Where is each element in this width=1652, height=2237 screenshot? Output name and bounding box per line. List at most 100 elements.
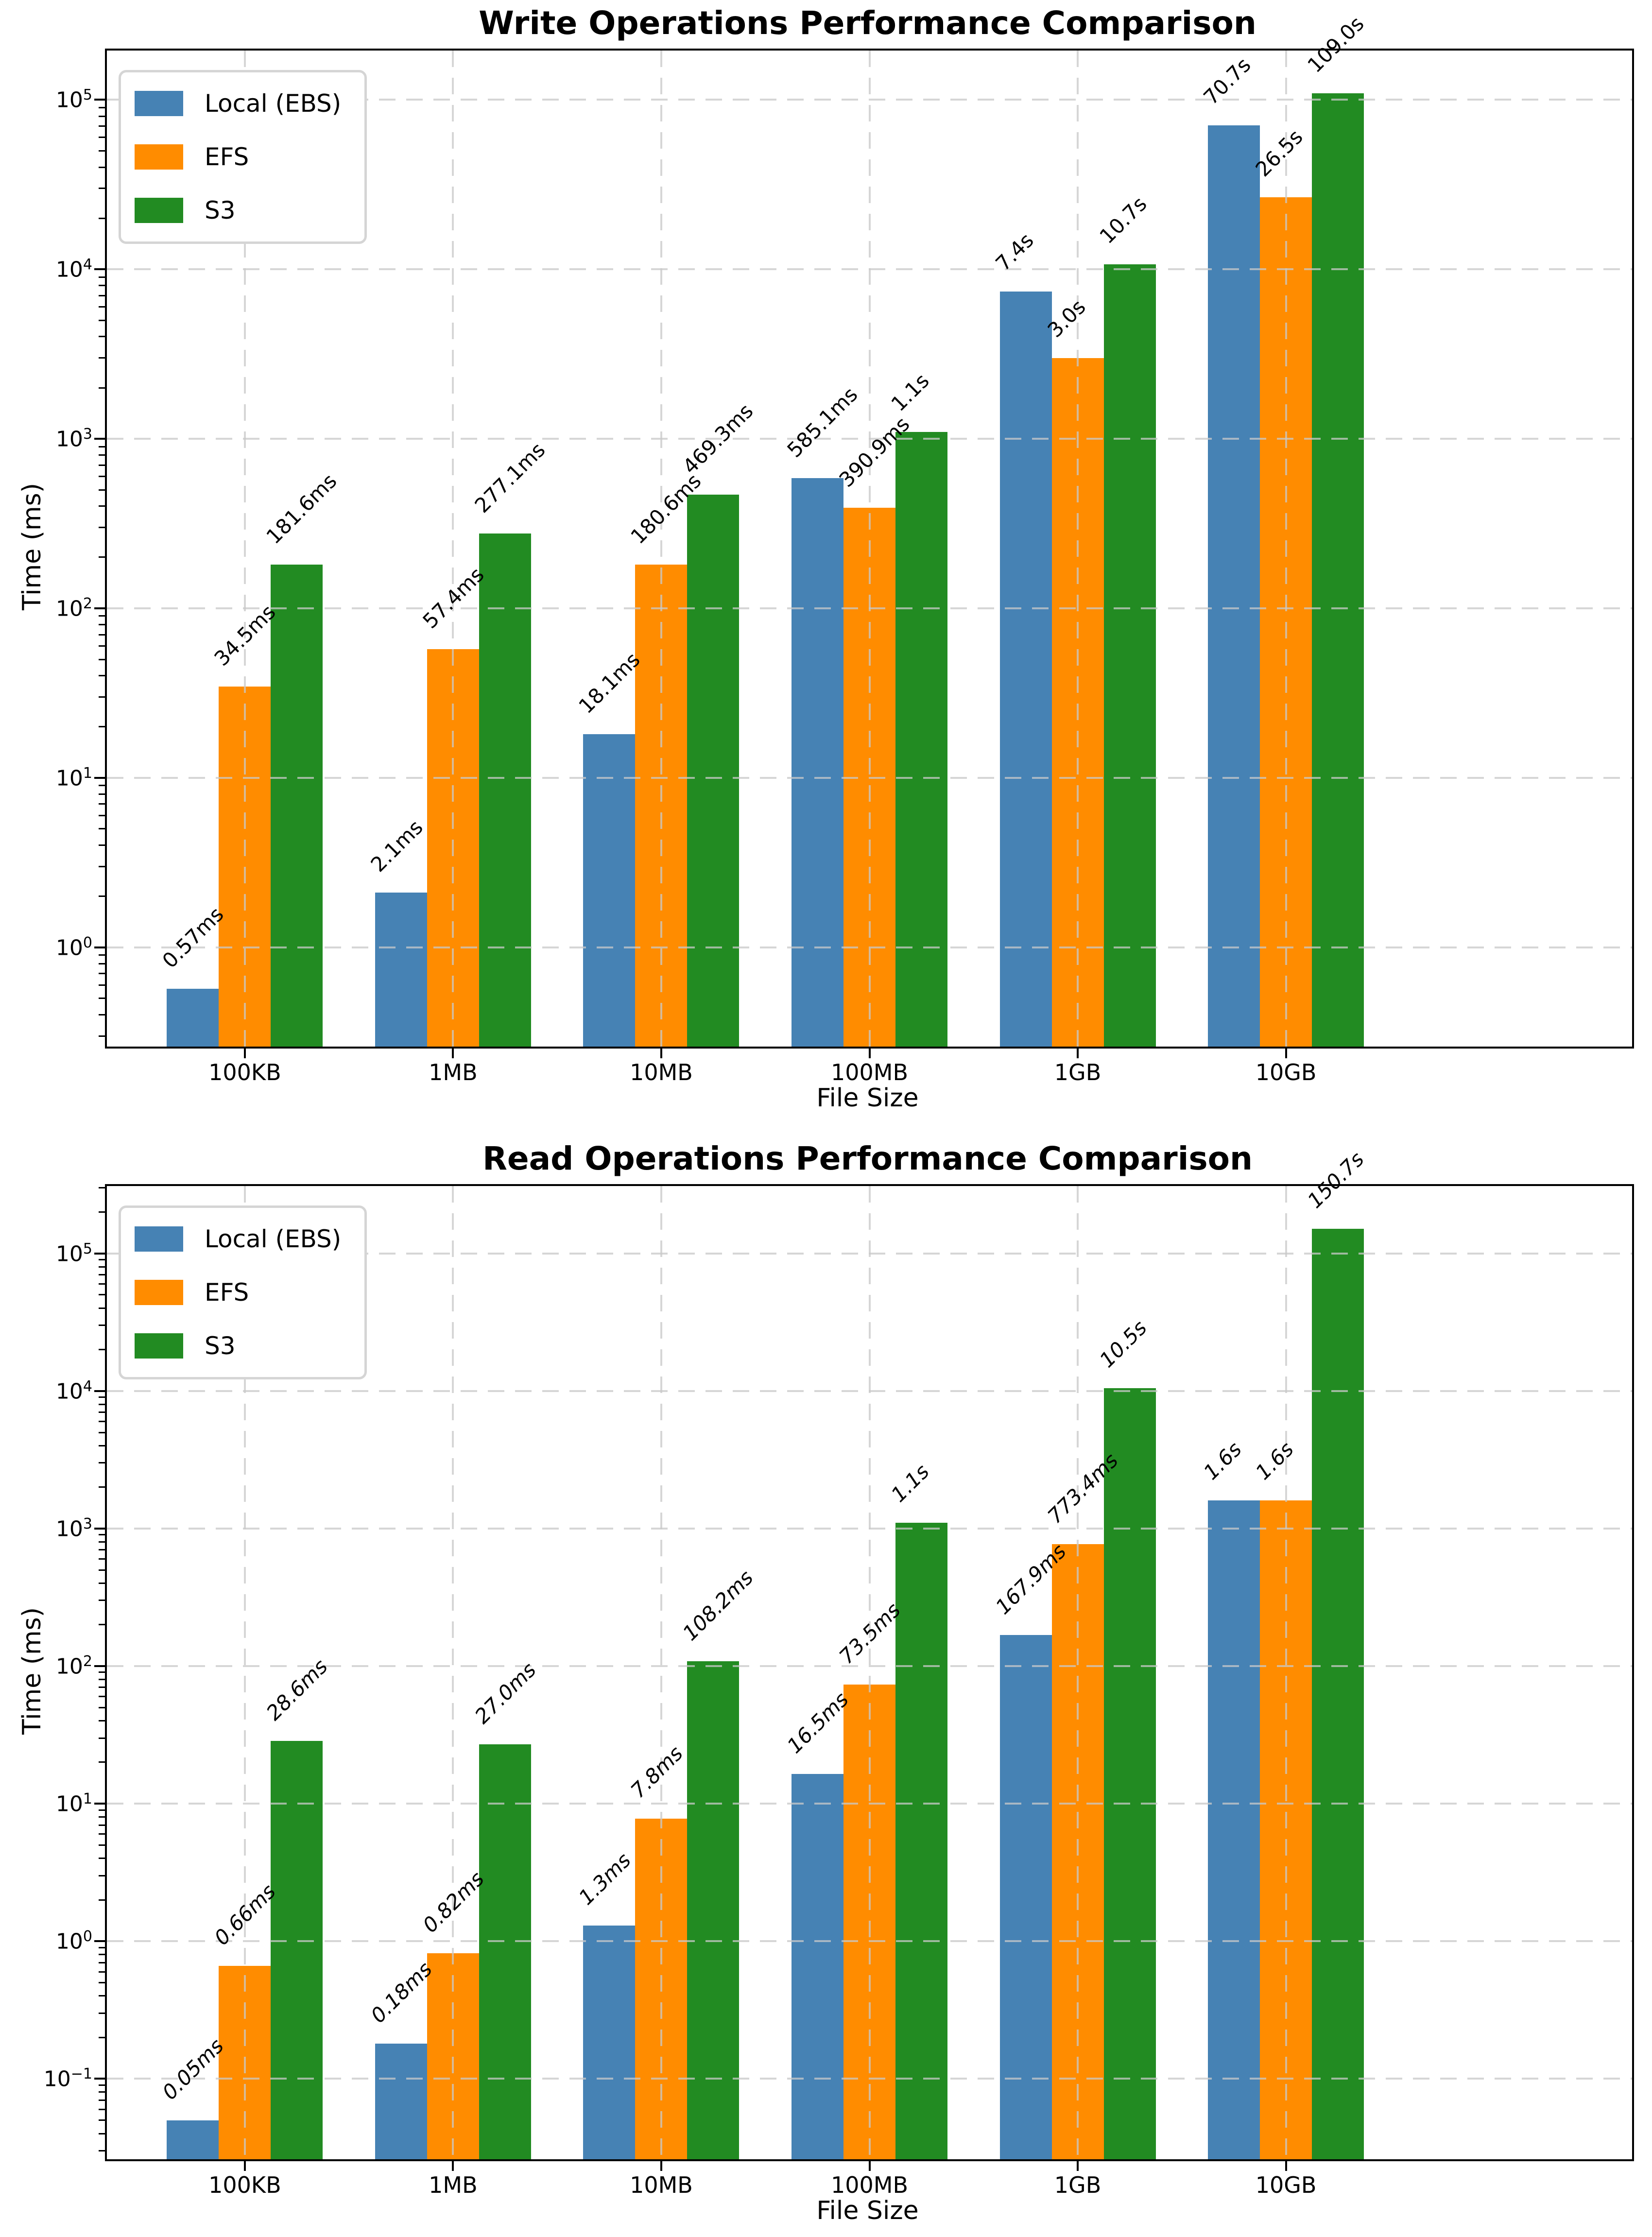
legend-swatch-local-ebs: [135, 1226, 183, 1252]
y-minor-tick: [99, 556, 105, 558]
y-minor-tick: [99, 1809, 105, 1811]
y-tick-label: 100: [55, 1928, 92, 1954]
y-minor-tick: [99, 1844, 105, 1846]
y-tick-label: 101: [55, 764, 92, 791]
y-minor-tick: [99, 1706, 105, 1708]
x-tick: [660, 2161, 662, 2171]
bar-value-label: 7.4s: [991, 228, 1038, 275]
y-tick-label: 101: [55, 1790, 92, 1817]
y-minor-tick: [99, 998, 105, 999]
y-minor-tick: [99, 1686, 105, 1688]
y-tick: [94, 1527, 105, 1530]
y-minor-tick: [99, 963, 105, 965]
y-minor-tick: [99, 285, 105, 287]
x-tick: [243, 2161, 246, 2171]
y-minor-tick: [99, 1486, 105, 1488]
bar-s3-100kb: [271, 1740, 323, 2159]
y-minor-tick: [99, 645, 105, 647]
x-tick-label: 1GB: [1054, 1059, 1101, 1085]
y-tick-label: 102: [55, 1653, 92, 1679]
x-tick-label: 100KB: [208, 2172, 281, 2198]
y-minor-tick: [99, 106, 105, 108]
y-minor-tick: [99, 1946, 105, 1948]
y-tick: [94, 1665, 105, 1668]
y-tick: [94, 776, 105, 779]
legend-label: Local (EBS): [205, 1225, 342, 1253]
y-tick: [94, 99, 105, 101]
legend-label: S3: [205, 1332, 236, 1360]
legend-label: Local (EBS): [205, 89, 342, 118]
y-minor-tick: [99, 1541, 105, 1543]
y-minor-tick: [99, 166, 105, 168]
x-tick-label: 100MB: [830, 1059, 909, 1085]
x-gridline: [1285, 51, 1287, 1047]
legend-swatch-efs: [135, 1280, 183, 1305]
y-tick-label: 103: [55, 1515, 92, 1542]
y-minor-tick: [99, 1600, 105, 1601]
y-minor-tick: [99, 1696, 105, 1698]
y-minor-tick: [99, 1995, 105, 1997]
legend-item-efs: EFS: [135, 1280, 341, 1305]
y-minor-tick: [99, 446, 105, 447]
bar-local-ebs-1gb: [999, 291, 1052, 1047]
y-minor-tick: [99, 1678, 105, 1680]
x-gridline: [452, 1186, 454, 2159]
legend-label: S3: [205, 196, 236, 224]
y-minor-tick: [99, 1396, 105, 1398]
y-minor-tick: [99, 188, 105, 189]
y-minor-tick: [99, 2012, 105, 2014]
legend-item-efs: EFS: [135, 144, 341, 170]
legend: Local (EBS) EFS S3: [119, 1205, 367, 1379]
x-tick: [660, 1049, 662, 1058]
y-minor-tick: [99, 294, 105, 296]
y-minor-tick: [99, 1259, 105, 1261]
y-minor-tick: [99, 2091, 105, 2093]
x-tick-label: 10MB: [630, 2172, 693, 2198]
bar-local-ebs-1gb: [999, 1635, 1052, 2159]
legend-item-s3: S3: [135, 198, 341, 223]
legend-swatch-s3: [135, 1333, 183, 1359]
x-tick-label: 1MB: [429, 2172, 478, 2198]
y-minor-tick: [99, 1035, 105, 1037]
x-gridline: [243, 1186, 246, 2159]
bar-value-label: 1.3ms: [574, 1848, 636, 1910]
legend-label: EFS: [205, 1278, 249, 1307]
y-minor-tick: [99, 1445, 105, 1446]
x-gridline: [452, 51, 454, 1047]
x-gridline: [243, 51, 246, 1047]
bar-value-label: 0.05ms: [157, 2033, 229, 2104]
y-minor-tick: [99, 1954, 105, 1956]
bar-s3-100kb: [271, 564, 323, 1047]
x-tick-label: 100MB: [830, 2172, 909, 2198]
x-tick: [868, 1049, 871, 1058]
y-axis-title: Time (ms): [17, 1607, 47, 1735]
y-minor-tick: [99, 464, 105, 466]
y-minor-tick: [99, 1671, 105, 1673]
bar-value-label: 1.6s: [1251, 1437, 1298, 1485]
y-minor-tick: [99, 217, 105, 219]
x-gridline: [868, 51, 871, 1047]
y-tick: [94, 2078, 105, 2080]
bar-s3-1mb: [479, 533, 531, 1047]
y-minor-tick: [99, 1824, 105, 1826]
y-minor-tick: [99, 1558, 105, 1560]
y-tick: [94, 1252, 105, 1255]
y-minor-tick: [99, 115, 105, 117]
y-minor-tick: [99, 527, 105, 529]
y-minor-tick: [99, 2119, 105, 2121]
x-tick-label: 10GB: [1255, 1059, 1317, 1085]
bar-local-ebs-100mb: [792, 1773, 843, 2159]
legend-item-local-ebs: Local (EBS): [135, 1226, 341, 1252]
y-tick: [94, 438, 105, 440]
x-tick-label: 10MB: [630, 1059, 693, 1085]
y-minor-tick: [99, 1431, 105, 1433]
y-minor-tick: [99, 726, 105, 728]
y-tick-label: 105: [55, 1240, 92, 1267]
legend: Local (EBS) EFS S3: [119, 70, 367, 244]
y-minor-tick: [99, 2150, 105, 2151]
y-minor-tick: [99, 1971, 105, 1973]
y-tick-label: 104: [55, 1377, 92, 1404]
bar-value-label: 7.8ms: [626, 1741, 688, 1803]
legend-swatch-s3: [135, 198, 183, 223]
x-tick: [1077, 1049, 1079, 1058]
